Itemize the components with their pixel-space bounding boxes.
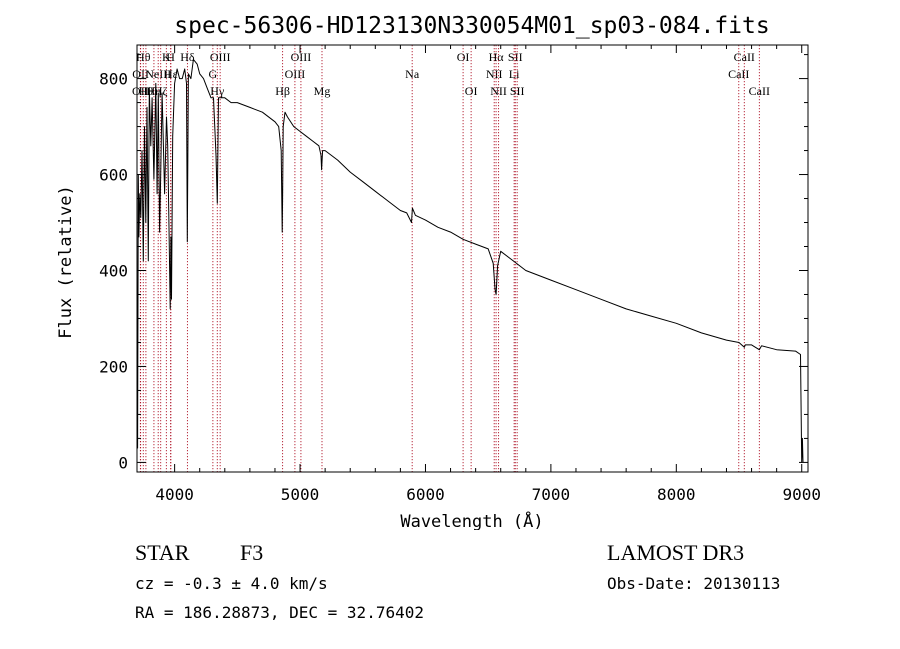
y-tick-label: 0 [118,453,128,472]
line-label-13: OIII [210,50,231,64]
line-label-28: CaII [734,50,755,64]
line-label-9: Hε [164,67,178,81]
line-markers: OIIOIIHθHθHηNeIIIHζKHHεHδGHγOIIIHβOIIIOI… [132,45,770,472]
x-tick-label: 8000 [657,485,696,504]
object-subclass: F3 [240,540,264,565]
line-label-22: Hα [489,50,505,64]
line-label-27: CaII [728,67,749,81]
line-label-18: Na [405,67,420,81]
line-label-14: Hβ [275,84,290,98]
spectrum-series [136,58,804,463]
x-axis-label: Wavelength (Å) [400,510,543,530]
line-label-1: OII [132,67,149,81]
spectrum-chart: spec-56306-HD123130N330054M01_sp03-084.f… [56,13,821,530]
line-label-20: OI [465,84,478,98]
object-type: STAR [135,540,190,565]
line-label-19: OI [457,50,470,64]
x-tick-label: 9000 [782,485,821,504]
line-label-4: Hη [146,84,161,98]
x-tick-label: 7000 [532,485,571,504]
axes: 4000 5000 6000 7000 8000 9000 0 200 400 600 800 [99,44,821,504]
plot-frame [136,44,809,473]
y-tick-label: 600 [99,166,128,185]
series-spectrum [136,58,804,463]
line-label-24: Li [509,67,520,81]
line-label-10: Hδ [180,50,195,64]
line-label-15: OIII [285,67,306,81]
line-label-17: Mg [314,84,331,98]
line-label-26: SII [510,84,525,98]
line-label-7: K [162,50,171,64]
coordinates: RA = 186.28873, DEC = 32.76402 [135,603,424,622]
chart-title: spec-56306-HD123130N330054M01_sp03-084.f… [174,13,769,39]
line-label-23: NII [490,84,507,98]
y-tick-label: 800 [99,70,128,89]
line-label-12: Hγ [210,84,225,98]
line-label-5: NeIII [145,67,171,81]
y-axis-label: Flux (relative) [56,185,76,339]
line-label-21: NII [486,67,503,81]
y-tick-label: 200 [99,357,128,376]
line-label-2: Hθ [136,50,151,64]
line-label-16: OIII [291,50,312,64]
obs-date: Obs-Date: 20130113 [607,574,781,593]
x-tick-label: 5000 [281,485,320,504]
x-tick-label: 6000 [406,485,445,504]
redshift-cz: cz = -0.3 ± 4.0 km/s [135,574,328,593]
line-label-29: CaII [749,84,770,98]
x-tick-label: 4000 [155,485,194,504]
line-label-25: SII [508,50,523,64]
y-tick-label: 400 [99,261,128,280]
line-label-11: G [209,67,218,81]
survey-name: LAMOST DR3 [607,540,745,565]
line-label-6: Hζ [154,84,168,98]
